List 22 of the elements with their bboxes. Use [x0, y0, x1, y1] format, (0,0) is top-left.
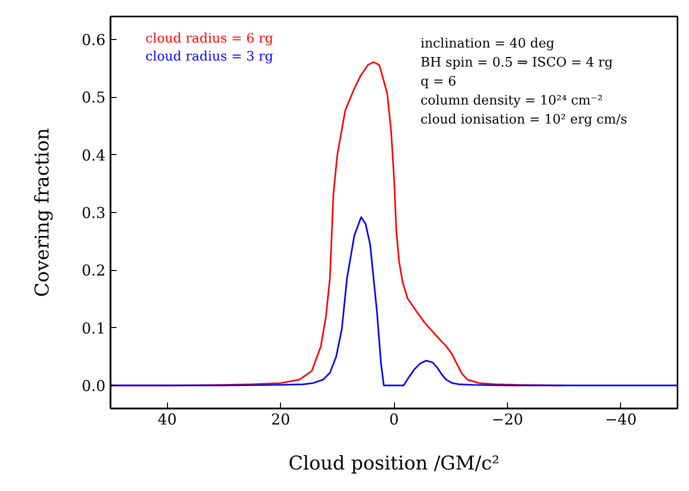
text: cloud radius = 3 rg — [146, 50, 274, 64]
x-tick-label: −40 — [604, 410, 637, 428]
line-series — [110, 216, 678, 386]
y-tick-label: 0.3 — [82, 204, 106, 222]
annotation: inclination = 40 deg — [420, 36, 554, 52]
annotation: BH spin = 0.5 ⇒ ISCO = 4 rg — [420, 56, 613, 70]
text: cloud radius = 6 rg — [146, 32, 274, 46]
x-tick-label: 0 — [389, 410, 399, 428]
y-tick-label: 0.0 — [82, 376, 106, 395]
y-axis-title: Covering fraction — [32, 128, 54, 298]
x-tick-label: 20 — [271, 410, 290, 428]
y-tick-label: 0.6 — [82, 31, 106, 50]
y-tick-label: 0.1 — [82, 319, 106, 338]
x-tick-label: −20 — [492, 410, 524, 428]
y-tick-label: 0.5 — [82, 88, 106, 107]
x-tick-label: 40 — [158, 410, 177, 428]
annotation: cloud ionisation = 10² erg cm/s — [420, 112, 628, 128]
annotation: q = 6 — [420, 74, 456, 90]
y-tick-label: 0.4 — [82, 146, 106, 164]
annotation: column density = 10²⁴ cm⁻² — [420, 94, 603, 108]
x-axis-title: Cloud position /GM/c² — [288, 452, 500, 474]
y-tick-label: 0.2 — [82, 262, 106, 280]
